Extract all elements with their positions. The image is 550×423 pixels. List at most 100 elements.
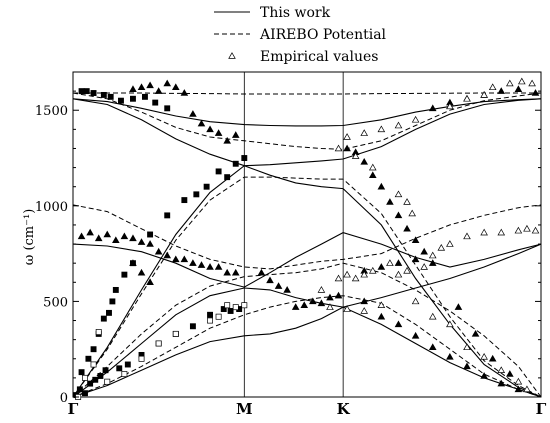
filled-triangle-marker — [197, 119, 206, 127]
filled-triangle-marker — [300, 301, 309, 308]
filled-triangle-marker — [223, 268, 231, 276]
open-triangle-marker — [351, 274, 360, 282]
open-square-marker — [104, 378, 111, 385]
filled-square-marker — [92, 376, 99, 383]
filled-triangle-marker — [403, 224, 411, 232]
open-triangle-marker — [518, 77, 526, 85]
filled-triangle-marker — [112, 236, 120, 243]
filled-square-marker — [118, 97, 124, 104]
open-square-marker — [215, 313, 222, 320]
open-triangle-marker — [360, 129, 369, 136]
filled-triangle-marker — [171, 255, 180, 263]
y-axis-label: ω (cm⁻¹) — [22, 209, 37, 266]
filled-triangle-marker — [368, 171, 377, 178]
this-work-curve — [72, 287, 542, 398]
open-square-marker — [82, 374, 88, 381]
filled-square-marker — [85, 355, 92, 362]
filled-triangle-marker — [129, 259, 137, 266]
open-triangle-marker — [334, 274, 343, 282]
filled-triangle-marker — [266, 276, 274, 284]
open-square-marker — [121, 371, 128, 378]
filled-square-marker — [164, 212, 171, 219]
filled-triangle-marker — [411, 331, 420, 339]
filled-triangle-marker — [189, 259, 197, 266]
open-triangle-marker — [523, 385, 531, 393]
filled-square-marker — [241, 155, 248, 161]
open-triangle-marker — [394, 270, 403, 278]
open-triangle-marker — [368, 163, 377, 171]
open-triangle-marker — [463, 343, 471, 351]
filled-triangle-marker — [120, 232, 129, 240]
filled-square-marker — [109, 298, 116, 305]
this-work-curve — [72, 98, 542, 127]
open-triangle-marker — [497, 366, 506, 373]
filled-square-marker — [87, 380, 94, 387]
filled-triangle-marker — [326, 293, 334, 301]
open-triangle-marker — [523, 224, 531, 232]
filled-square-marker — [107, 93, 114, 100]
open-triangle-marker — [480, 228, 488, 236]
airebo-curve — [72, 176, 542, 398]
filled-square-marker — [106, 309, 112, 316]
filled-triangle-marker — [471, 330, 480, 337]
filled-triangle-marker — [506, 370, 514, 377]
filled-triangle-marker — [146, 278, 154, 286]
open-triangle-marker — [420, 263, 428, 270]
filled-triangle-marker — [146, 240, 154, 247]
x-tick-label: K — [337, 400, 351, 418]
filled-triangle-marker — [189, 110, 197, 117]
open-square-marker — [241, 302, 248, 309]
filled-triangle-marker — [343, 144, 351, 152]
open-square-marker — [155, 340, 162, 347]
open-square-marker — [232, 304, 239, 311]
filled-square-marker — [130, 95, 136, 102]
filled-triangle-marker — [360, 157, 369, 165]
filled-square-marker — [193, 191, 200, 198]
filled-triangle-marker — [146, 81, 154, 89]
filled-triangle-marker — [137, 268, 146, 276]
filled-triangle-marker — [103, 230, 112, 238]
plot-area — [72, 71, 542, 400]
open-triangle-marker — [394, 121, 403, 129]
open-triangle-marker — [228, 52, 236, 59]
filled-triangle-marker — [377, 312, 386, 320]
open-square-marker — [90, 361, 97, 368]
filled-triangle-marker — [394, 259, 403, 266]
filled-square-marker — [83, 88, 90, 95]
open-triangle-marker — [408, 209, 416, 217]
filled-square-marker — [164, 105, 171, 112]
filled-triangle-marker — [180, 255, 189, 263]
filled-square-marker — [152, 99, 159, 106]
filled-triangle-marker — [86, 228, 94, 236]
open-triangle-marker — [411, 115, 420, 123]
filled-triangle-marker — [257, 268, 266, 276]
open-triangle-marker — [377, 125, 386, 133]
open-triangle-marker — [480, 352, 488, 360]
filled-triangle-marker — [129, 234, 137, 242]
filled-square-marker — [232, 160, 239, 167]
legend-label: AIREBO Potential — [259, 27, 387, 43]
airebo-curve — [72, 204, 542, 270]
filled-triangle-marker — [377, 182, 386, 190]
filled-square-marker — [90, 90, 97, 96]
filled-triangle-marker — [394, 211, 403, 219]
filled-triangle-marker — [428, 343, 437, 351]
open-triangle-marker — [343, 270, 351, 278]
filled-square-marker — [121, 271, 128, 278]
filled-square-marker — [100, 91, 107, 98]
filled-triangle-marker — [454, 303, 463, 310]
filled-triangle-marker — [317, 299, 326, 307]
open-triangle-marker — [428, 251, 437, 259]
filled-square-marker — [116, 365, 123, 372]
filled-triangle-marker — [129, 85, 137, 92]
airebo-curve — [72, 262, 542, 398]
filled-square-marker — [100, 315, 107, 322]
filled-triangle-marker — [497, 87, 506, 94]
airebo-curve — [72, 92, 542, 150]
open-triangle-marker — [497, 228, 506, 236]
filled-triangle-marker — [231, 268, 240, 276]
filled-square-marker — [189, 323, 196, 330]
y-tick-label: 1500 — [35, 104, 68, 119]
filled-square-marker — [227, 308, 234, 314]
